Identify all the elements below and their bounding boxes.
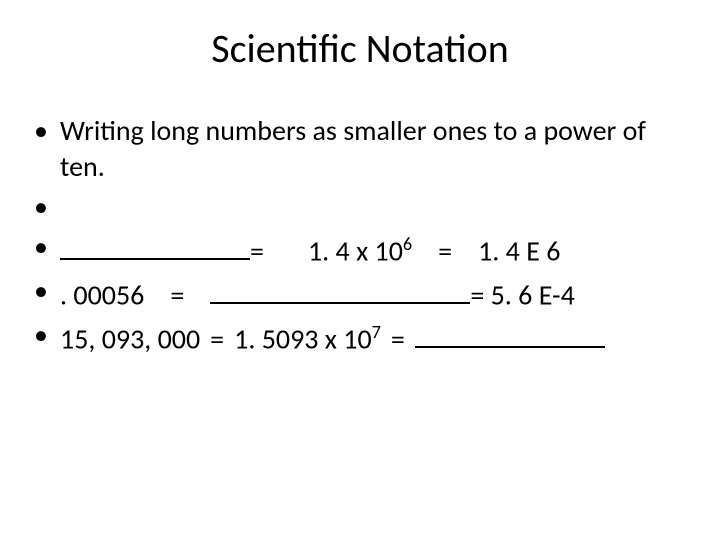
eq: = bbox=[391, 321, 405, 356]
blank-2 bbox=[210, 273, 470, 304]
eq: = bbox=[438, 233, 452, 268]
bullet-example-3: 15, 093, 000 = 1. 5093 x 107 = bbox=[34, 317, 686, 357]
long-3: 15, 093, 000 bbox=[60, 321, 200, 356]
slide-body: Writing long numbers as smaller ones to … bbox=[0, 83, 720, 357]
intro-text: Writing long numbers as smaller ones to … bbox=[60, 113, 646, 184]
bullet-example-1: = 1. 4 x 106 = 1. 4 E 6 bbox=[34, 229, 686, 269]
bullet-example-2: . 00056 = = 5. 6 E-4 bbox=[34, 273, 686, 313]
slide-title: Scientific Notation bbox=[0, 0, 720, 83]
sci-exp-1: 6 bbox=[403, 233, 412, 255]
eform-2: = 5. 6 E-4 bbox=[470, 277, 574, 312]
bullet-intro: Writing long numbers as smaller ones to … bbox=[34, 113, 686, 185]
blank-1 bbox=[60, 229, 250, 260]
eq: = bbox=[250, 233, 264, 268]
blank-3 bbox=[415, 317, 605, 348]
decimal-2: . 00056 bbox=[60, 277, 144, 312]
bullet-list: Writing long numbers as smaller ones to … bbox=[34, 113, 686, 357]
eq: = bbox=[170, 277, 184, 312]
sci-coef-1: 1. 4 x 10 bbox=[308, 233, 403, 268]
eq: = bbox=[210, 321, 224, 356]
eform-1: 1. 4 E 6 bbox=[478, 233, 560, 268]
slide: Scientific Notation Writing long numbers… bbox=[0, 0, 720, 540]
sci-exp-3: 7 bbox=[372, 321, 381, 343]
spacer bbox=[34, 189, 686, 225]
sci-coef-3: 1. 5093 x 10 bbox=[234, 321, 372, 356]
